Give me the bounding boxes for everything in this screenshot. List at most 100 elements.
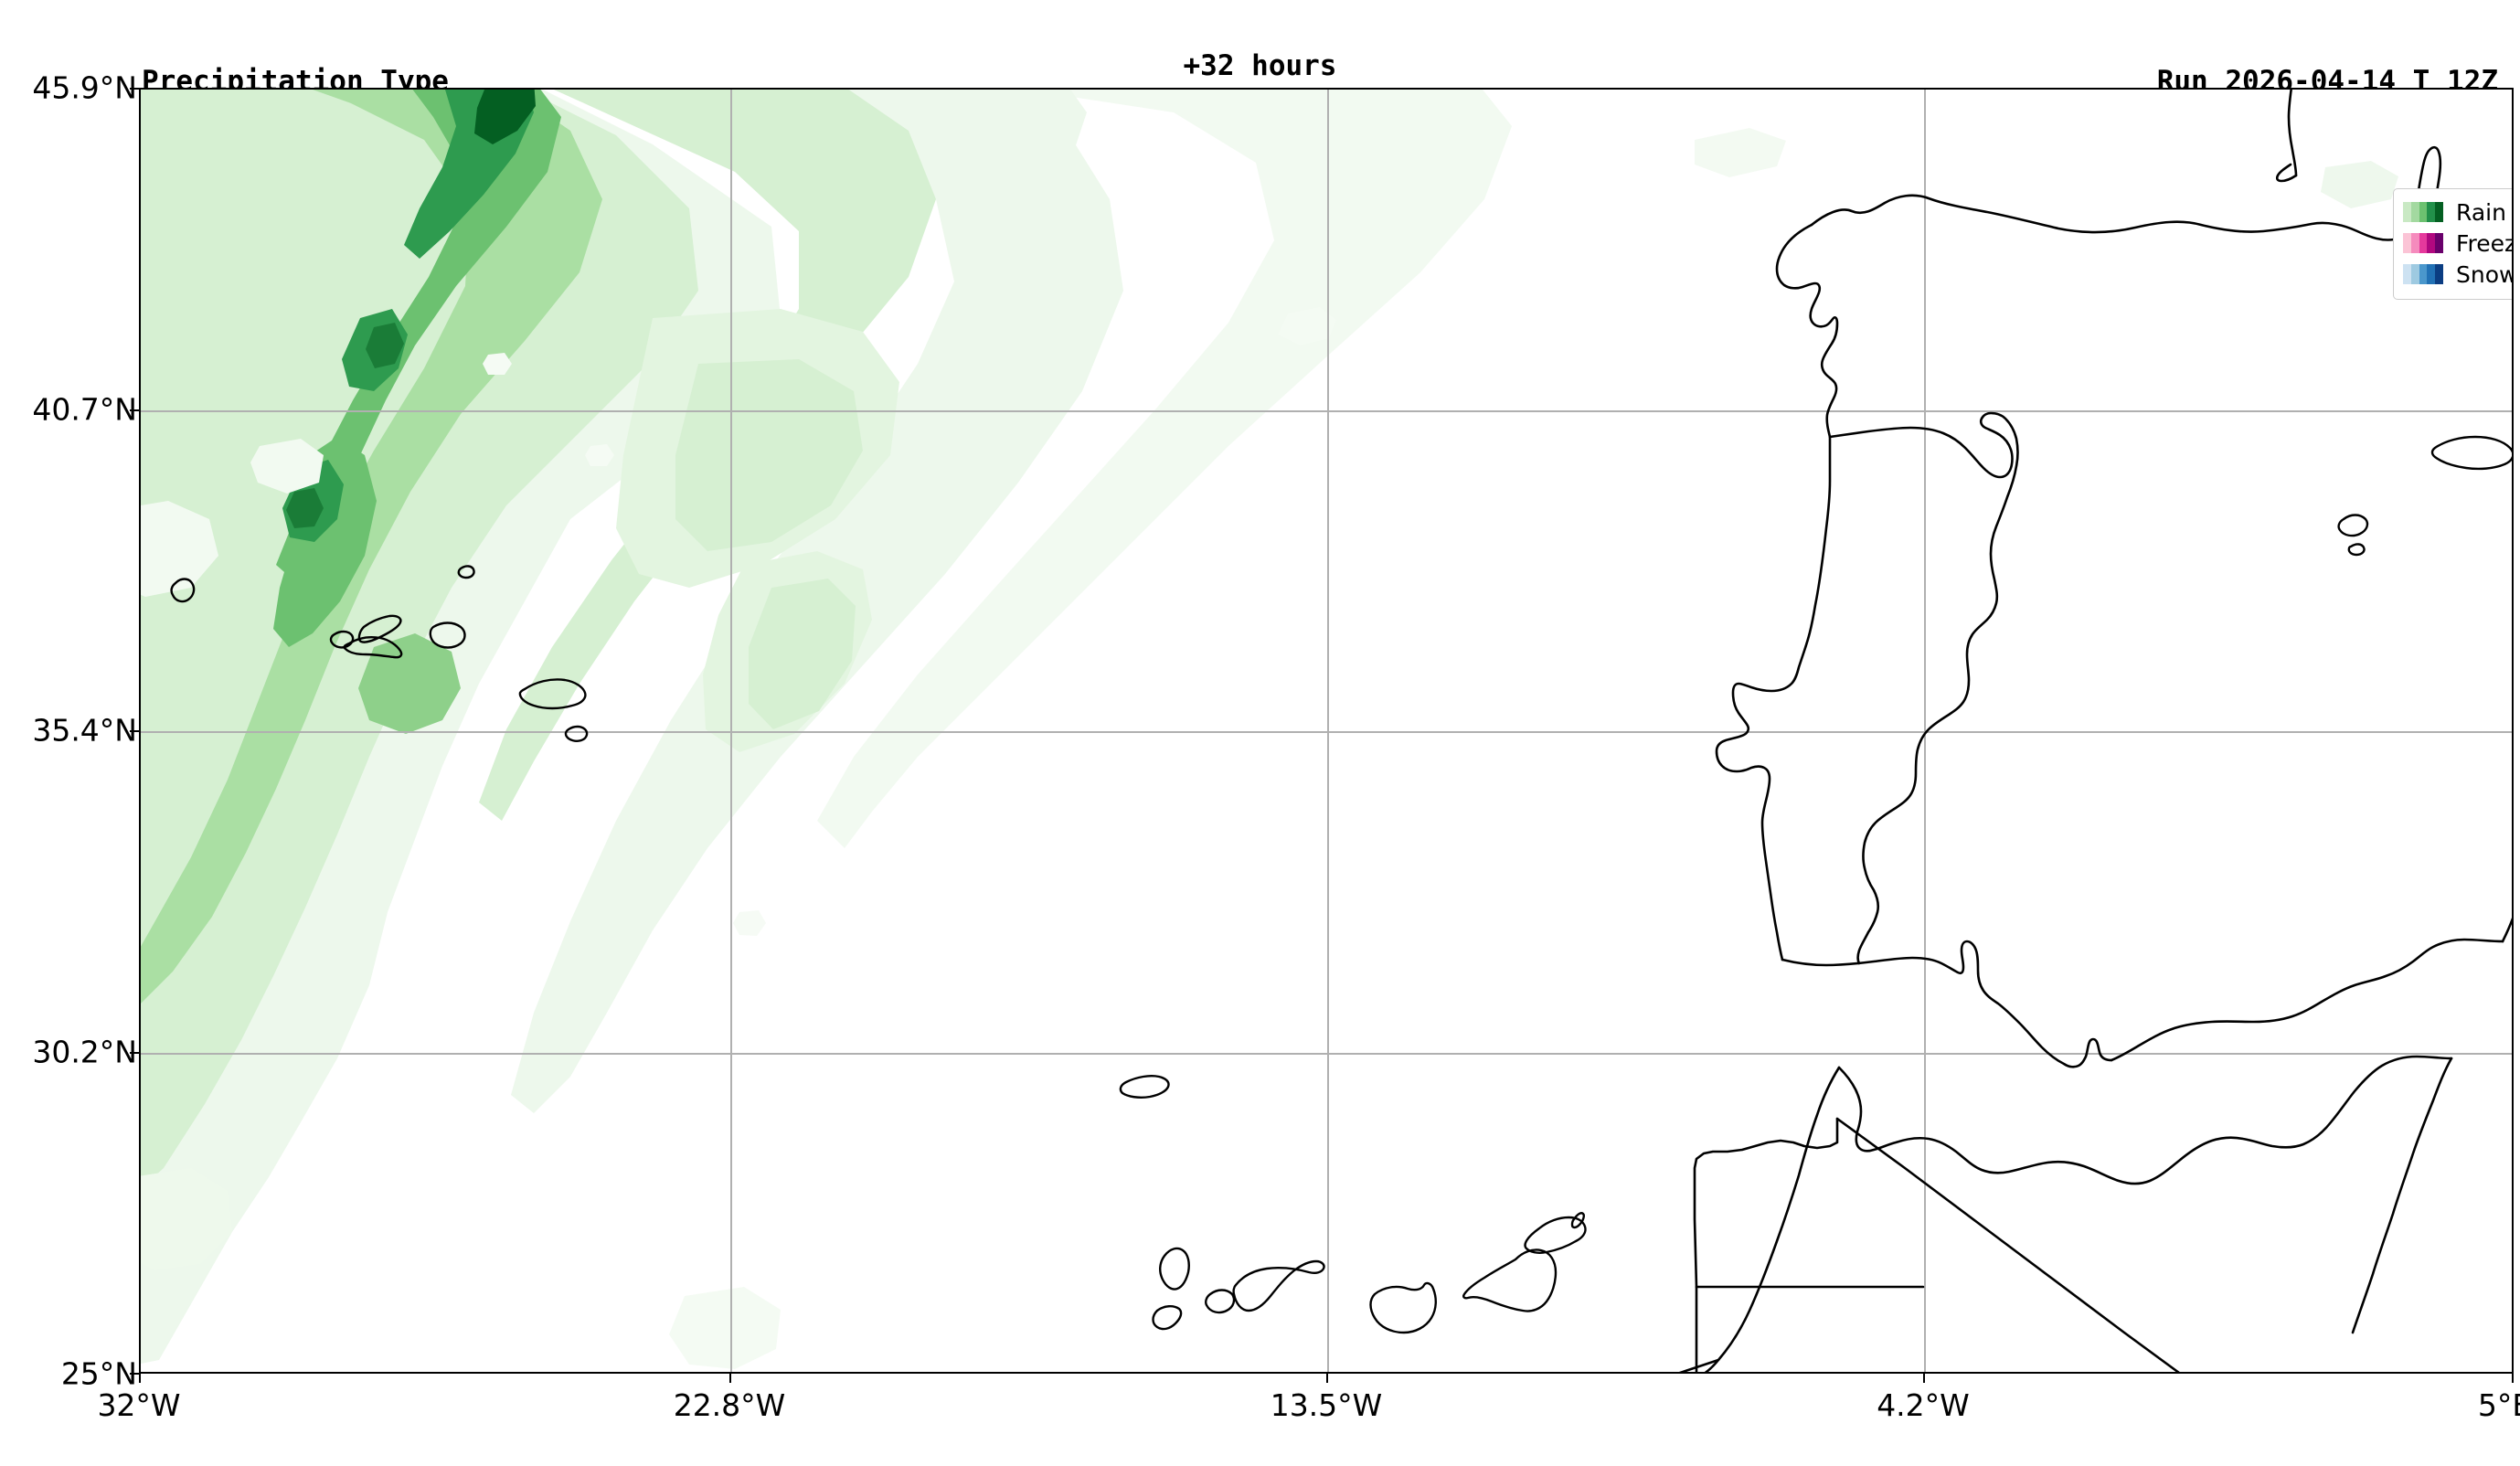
island-sao-miguel [518, 678, 587, 710]
border-portugal-spain [1828, 411, 2019, 965]
island-selvagens [457, 565, 475, 579]
rain-contour-level1c [817, 90, 1512, 848]
legend-label-freezing-rain: Freezing Rain [2456, 229, 2512, 257]
x-tick-mark-1 [729, 1374, 731, 1383]
island-el-hierro [1152, 1305, 1183, 1331]
azores-islands [170, 578, 589, 742]
legend-swatch-rain-step-0 [2403, 202, 2411, 222]
coastline-morocco-atlantic [1704, 1066, 1841, 1372]
y-tick-label-3: 40.7°N [32, 391, 137, 428]
x-tick-mark-0 [139, 1374, 141, 1383]
rain-trace-tiny-6 [2321, 161, 2398, 208]
canary-islands [1152, 1212, 1587, 1334]
legend-label-rain: Rain [2456, 198, 2506, 226]
coastline-galicia-portugal [1775, 223, 1839, 439]
legend-swatch-snow-step-0 [2403, 264, 2411, 284]
coastlines [170, 90, 2512, 1372]
island-santa-maria [564, 725, 589, 742]
rain-trace-tiny-5 [1695, 128, 1786, 177]
coastline-portugal-west [1715, 435, 1832, 961]
x-tick-label-3: 4.2°W [1877, 1387, 1970, 1423]
rain-cell-east-3 [675, 359, 863, 551]
island-lanzarote-tip [1570, 1212, 1585, 1229]
island-fuerteventura [1462, 1248, 1558, 1312]
x-tick-label-2: 13.5°W [1270, 1387, 1383, 1423]
mid-atlantic-islet [457, 565, 475, 579]
rain-trace-sw-small [669, 1287, 781, 1369]
y-tick-mark-1 [130, 1052, 139, 1054]
legend-label-snow: Snow [2456, 260, 2514, 288]
rain-trace-mid-atlantic [141, 501, 218, 597]
island-ibiza [2337, 514, 2369, 537]
island-faial-pico [343, 636, 403, 659]
legend-swatch-snow-step-4 [2435, 264, 2443, 284]
border-western-sahara [1693, 1117, 1839, 1372]
legend-swatch-rain-step-3 [2427, 202, 2436, 222]
rain-trace-tiny-4 [1278, 307, 1336, 345]
island-la-palma [1159, 1247, 1190, 1291]
legend-row-snow[interactable]: Snow [2403, 259, 2514, 290]
island-la-gomera [1205, 1289, 1236, 1314]
y-tick-label-4: 45.9°N [32, 69, 137, 106]
y-tick-mark-4 [130, 88, 139, 90]
legend-box[interactable]: Rain Freezing Rain Snow [2393, 188, 2514, 300]
madeira-islands [1119, 1075, 1170, 1099]
rain-trace-tiny-1 [585, 444, 614, 466]
balearic-islands [2337, 435, 2512, 557]
y-tick-label-1: 30.2°N [32, 1034, 137, 1070]
rain-trace-south [141, 1168, 232, 1270]
coastline-brittany-2 [2275, 163, 2298, 183]
coastline-maghreb-med [1837, 1055, 2453, 1185]
map-plot-area[interactable]: Rain Freezing Rain Snow [139, 88, 2514, 1374]
island-terceira [429, 621, 466, 649]
y-tick-mark-3 [130, 409, 139, 411]
y-tick-label-0: 25°N [60, 1355, 137, 1392]
legend-swatch-freezing-rain-step-4 [2435, 233, 2443, 253]
legend-swatch-rain-step-2 [2419, 202, 2428, 222]
x-tick-mark-3 [1923, 1374, 1925, 1383]
rain-contour-level6b [366, 323, 404, 368]
legend-swatch-snow-step-1 [2410, 264, 2419, 284]
x-tick-label-1: 22.8°W [673, 1387, 786, 1423]
legend-swatch-snow [2403, 264, 2443, 284]
border-morocco-algeria [2351, 1057, 2453, 1334]
legend-swatch-rain [2403, 202, 2443, 222]
legend-swatch-freezing-rain-step-2 [2419, 233, 2428, 253]
legend-swatch-rain-step-4 [2435, 202, 2443, 222]
precip-rain-field [141, 90, 2398, 1369]
x-tick-mark-4 [2512, 1374, 2514, 1383]
rain-contour-level3 [141, 90, 602, 1004]
x-tick-mark-2 [1326, 1374, 1328, 1383]
border-western-sahara-diagonal [1835, 1117, 2180, 1372]
island-sao-jorge [357, 614, 402, 643]
island-flores [170, 578, 196, 603]
x-tick-label-4: 5°E [2477, 1387, 2520, 1423]
legend-swatch-rain-step-1 [2410, 202, 2419, 222]
legend-row-rain[interactable]: Rain [2403, 197, 2512, 228]
legend-swatch-freezing-rain-step-0 [2403, 233, 2411, 253]
island-madeira [1119, 1075, 1170, 1099]
coastline-morocco-atlantic-2 [1678, 1358, 1720, 1372]
graticule [141, 90, 2512, 1372]
island-lanzarote [1524, 1216, 1587, 1254]
legend-swatch-freezing-rain-step-3 [2427, 233, 2436, 253]
legend-row-freezing-rain[interactable]: Freezing Rain [2403, 228, 2512, 259]
lead-time-label: +32 hours [1183, 49, 1337, 82]
coastline-spain-med-east [2501, 917, 2512, 943]
island-graciosa [329, 630, 355, 649]
y-tick-label-2: 35.4°N [32, 712, 137, 749]
y-tick-mark-0 [130, 1373, 139, 1375]
island-gran-canaria [1369, 1281, 1437, 1334]
island-tenerife [1232, 1259, 1325, 1312]
island-formentera [2347, 543, 2366, 557]
island-mallorca [2430, 435, 2512, 471]
x-tick-label-0: 32°W [97, 1387, 181, 1423]
map-canvas [141, 90, 2512, 1372]
rain-cell-east-5 [749, 579, 856, 729]
rain-trace-azores [250, 439, 324, 494]
rain-contour-level4b [273, 437, 377, 647]
rain-trace-tiny-3 [733, 910, 766, 936]
rain-cell-east-1 [918, 90, 1087, 176]
coastline-portugal-south-andalusia [1781, 940, 2113, 1068]
